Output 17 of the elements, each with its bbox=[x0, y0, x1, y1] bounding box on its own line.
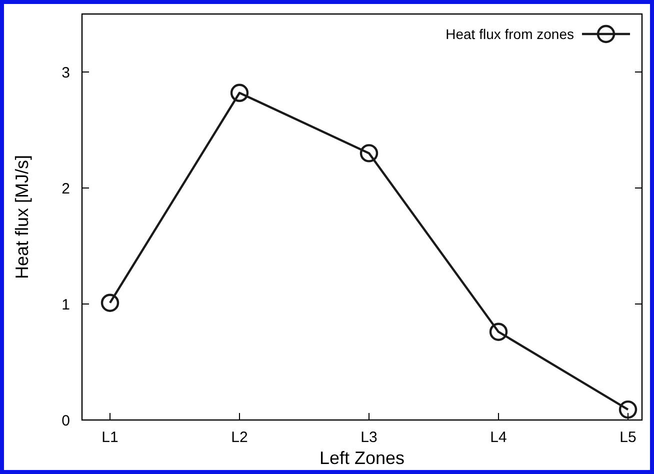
x-tick-label: L5 bbox=[620, 429, 636, 446]
point bbox=[360, 144, 378, 162]
x-tick-label: L1 bbox=[102, 429, 118, 446]
legend-label: Heat flux from zones bbox=[446, 26, 574, 42]
x-axis-title: Left Zones bbox=[319, 448, 405, 468]
y-axis-title: Heat flux [MJ/s] bbox=[12, 154, 32, 280]
x-tick-label: L2 bbox=[231, 429, 248, 446]
point bbox=[100, 294, 120, 312]
y-tick-label: 1 bbox=[62, 296, 70, 314]
x-tick-label: L4 bbox=[490, 429, 507, 446]
y-tick-label: 0 bbox=[62, 412, 70, 430]
point bbox=[618, 400, 638, 419]
y-tick-label: 3 bbox=[62, 64, 70, 82]
y-tick-label: 2 bbox=[62, 180, 70, 198]
point bbox=[489, 322, 508, 341]
point bbox=[230, 84, 249, 102]
x-tick-label: L3 bbox=[360, 429, 378, 446]
